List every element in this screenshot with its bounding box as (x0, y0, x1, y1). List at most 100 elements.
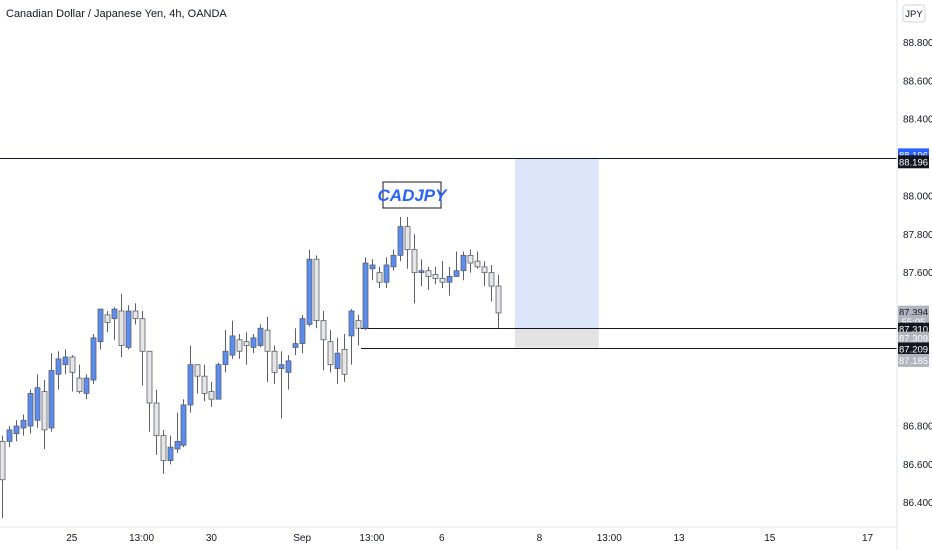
candle (397, 217, 404, 262)
candle (257, 324, 264, 348)
chart-title: Canadian Dollar / Japanese Yen, 4h, OAND… (6, 8, 227, 20)
y-tick-label: 88.600 (903, 76, 932, 87)
horizontal-levels (0, 158, 897, 349)
candle-body (439, 277, 446, 283)
candle (334, 337, 341, 384)
zone-box (515, 328, 599, 348)
candle-body (446, 276, 453, 283)
candle (313, 255, 320, 329)
candle (460, 251, 467, 281)
candle-body (460, 254, 467, 272)
candle (390, 249, 397, 271)
candle (355, 314, 362, 346)
x-tick-label: 13:00 (597, 533, 622, 544)
candle-body (362, 262, 369, 329)
candle (488, 264, 495, 302)
candle (278, 351, 285, 419)
candle (6, 426, 13, 448)
candle-body (369, 264, 376, 270)
x-tick-label: 8 (537, 533, 543, 544)
candle (411, 234, 418, 304)
candle-body (383, 264, 390, 283)
x-tick-label: 15 (764, 533, 776, 544)
candle (104, 310, 111, 333)
candle-body (160, 435, 167, 461)
candle (481, 261, 488, 287)
candle (250, 333, 257, 354)
candle (453, 251, 460, 277)
candle (243, 332, 250, 365)
candle (446, 266, 453, 296)
y-tick-label: 86.400 (903, 498, 932, 509)
candle (376, 266, 383, 288)
price-tag-label: 87.394 (899, 308, 928, 319)
candle (167, 435, 174, 465)
candle-body (125, 310, 132, 348)
candle-body (27, 393, 34, 427)
candle (132, 303, 139, 325)
candle (229, 320, 236, 359)
y-axis-ticks: 88.800 88.600 88.400 88.000 87.800 87.600 86.8… (903, 38, 932, 509)
candle-body (411, 249, 418, 274)
candle-body (495, 285, 502, 314)
candle (495, 274, 502, 329)
price-tag-label: 55:05 (902, 317, 926, 328)
candle-body (222, 350, 229, 366)
candle (55, 351, 62, 390)
annotation-text: CADJPY (378, 186, 449, 205)
price-tag-label: 88.196 (899, 157, 928, 168)
candle (139, 310, 146, 386)
price-tag: 87.185 (898, 353, 929, 367)
candles-layer (0, 217, 502, 519)
candle (474, 251, 481, 269)
candle-body (355, 320, 362, 329)
candle-body (6, 429, 13, 442)
price-tag-label: 87.209 (899, 344, 928, 355)
candle (153, 389, 160, 455)
candle-body (111, 308, 118, 320)
candle-body (334, 352, 341, 369)
y-tick-label: 87.600 (903, 268, 932, 279)
candle-body (397, 226, 404, 256)
price-tag-bg (898, 155, 929, 169)
axes-layer (0, 0, 898, 550)
candle (222, 330, 229, 373)
x-tick-label: 13:00 (359, 533, 384, 544)
candle (125, 305, 132, 350)
candle-body (55, 358, 62, 375)
price-tag: 87.209 (898, 342, 929, 356)
price-tag: 88.196 (898, 155, 929, 169)
candle-body (215, 364, 222, 400)
candle-body (97, 308, 104, 343)
candle-body (139, 318, 146, 352)
candle-body (453, 270, 460, 277)
candle (299, 314, 306, 354)
candle-body (174, 440, 181, 450)
x-tick-label: 13:00 (129, 533, 154, 544)
currency-button[interactable]: JPY (902, 4, 926, 23)
currency-label: JPY (905, 9, 923, 20)
candle-body (488, 272, 495, 287)
price-tags: 88.19688.19687.39455:0587.31087.30987.20… (898, 148, 929, 367)
candle (48, 353, 55, 432)
candle-body (187, 364, 194, 406)
candle (111, 307, 118, 340)
candle (236, 333, 243, 359)
candle-body (271, 350, 278, 373)
candle-body (208, 391, 215, 400)
candle (292, 328, 299, 356)
candle (41, 380, 48, 450)
candle-body (41, 391, 48, 431)
candle-body (390, 254, 397, 268)
candle-body (90, 337, 97, 381)
y-tick-label: 86.600 (903, 460, 932, 471)
candle-body (348, 310, 355, 337)
candle-body (341, 348, 348, 375)
candle-body (299, 318, 306, 344)
candle (271, 345, 278, 384)
candle-body (62, 356, 69, 366)
candle-body (76, 377, 83, 392)
candle (306, 249, 313, 327)
price-tag-label: 87.310 (899, 325, 928, 336)
